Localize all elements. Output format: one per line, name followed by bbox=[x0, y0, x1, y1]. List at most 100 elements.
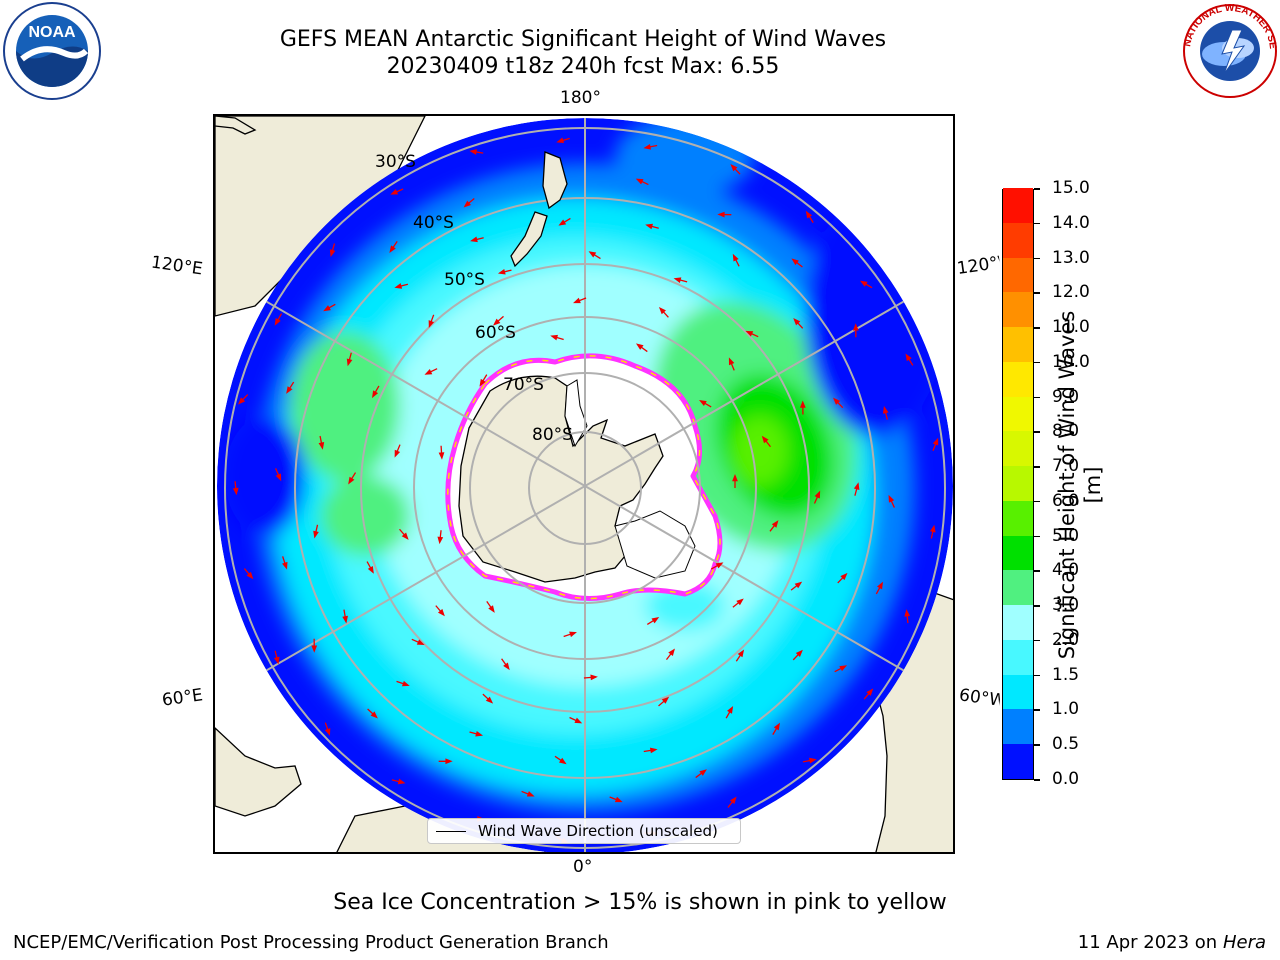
wave-arrow-head bbox=[794, 581, 803, 589]
wave-arrow-head bbox=[905, 353, 912, 362]
wave-arrow-head bbox=[394, 449, 401, 458]
colorbar-segment bbox=[1003, 361, 1033, 397]
lon-label-180: 180° bbox=[560, 88, 601, 108]
wave-arrow-head bbox=[852, 323, 859, 331]
wave-arrow-head bbox=[833, 397, 841, 405]
wave-arrow-head bbox=[390, 189, 399, 195]
colorbar-tick-mark bbox=[1034, 361, 1040, 364]
lat-label-80s: 80°S bbox=[532, 425, 573, 445]
wave-arrow-head bbox=[437, 536, 444, 545]
wave-arrow-head bbox=[493, 318, 501, 326]
colorbar-segment bbox=[1003, 465, 1033, 501]
wave-arrow-head bbox=[318, 442, 325, 450]
colorbar-tick-label: 9.0 bbox=[1052, 386, 1080, 407]
wave-arrow-head bbox=[573, 297, 581, 304]
wave-arrow-head bbox=[651, 617, 660, 624]
wave-arrow-head bbox=[745, 330, 754, 337]
wave-arrow-head bbox=[323, 305, 331, 312]
lon-label-0: 0° bbox=[573, 857, 593, 877]
wave-arrow-head bbox=[470, 236, 478, 243]
colorbar-tick-label: 1.0 bbox=[1052, 699, 1080, 720]
colorbar bbox=[1002, 187, 1034, 780]
wave-arrow-head bbox=[348, 476, 355, 485]
colorbar-tick-label: 10.0 bbox=[1052, 351, 1090, 372]
colorbar-segment bbox=[1003, 743, 1033, 779]
wave-arrow-head bbox=[729, 796, 737, 804]
colorbar-tick-mark bbox=[1034, 257, 1040, 260]
colorbar-segment bbox=[1003, 326, 1033, 362]
colorbar-tick-mark bbox=[1034, 744, 1040, 746]
colorbar-tick-mark bbox=[1034, 709, 1040, 711]
footer-date-text: 11 Apr 2023 on bbox=[1077, 932, 1223, 953]
nws-logo: NATIONAL WEATHER SERVICE bbox=[1176, 0, 1280, 100]
colorbar-segment bbox=[1003, 222, 1033, 258]
colorbar-tick-mark bbox=[1034, 500, 1040, 503]
wave-arrow-head bbox=[526, 791, 535, 797]
wave-arrow-head bbox=[372, 390, 379, 399]
wave-arrow-head bbox=[445, 758, 453, 765]
colorbar-tick-mark bbox=[1034, 431, 1040, 433]
colorbar-tick-label: 5.0 bbox=[1052, 525, 1080, 546]
wave-arrow-head bbox=[246, 571, 254, 580]
wave-arrow-head bbox=[793, 318, 801, 326]
wave-arrow-head bbox=[488, 605, 495, 613]
noaa-logo: NOAA bbox=[2, 1, 102, 101]
inner-land bbox=[510, 151, 568, 268]
wave-arrow-head bbox=[558, 219, 567, 226]
colorbar-tick-label: 0.5 bbox=[1052, 734, 1080, 755]
map-panel bbox=[213, 114, 955, 854]
lat-label-70s: 70°S bbox=[503, 375, 544, 395]
wave-arrow-head bbox=[370, 711, 378, 719]
wave-arrow-head bbox=[311, 645, 318, 653]
wave-arrow-head bbox=[614, 796, 623, 803]
sea-ice-note: Sea Ice Concentration > 15% is shown in … bbox=[333, 890, 947, 915]
wave-arrow-head bbox=[839, 665, 848, 672]
wave-arrow-head bbox=[401, 680, 410, 687]
wave-arrow-head bbox=[645, 223, 653, 230]
lon-label-120e: 120°E bbox=[149, 252, 204, 280]
wave-arrow-head bbox=[588, 251, 597, 258]
wave-arrow-head bbox=[658, 306, 666, 315]
wave-arrow-head bbox=[840, 572, 848, 581]
colorbar-tick-mark bbox=[1034, 396, 1040, 399]
colorbar-tick-label: 1.5 bbox=[1052, 664, 1080, 685]
lat-label-50s: 50°S bbox=[444, 270, 485, 290]
wave-arrow-head bbox=[888, 494, 895, 503]
wave-arrow-head bbox=[929, 524, 936, 533]
colorbar-segment bbox=[1003, 396, 1033, 432]
wave-arrow-head bbox=[590, 674, 598, 681]
wave-arrow-head bbox=[416, 639, 425, 645]
wave-arrow-head bbox=[932, 437, 939, 446]
wave-arrow-head bbox=[424, 369, 433, 375]
colorbar-segment bbox=[1003, 535, 1033, 571]
wave-arrow-head bbox=[699, 769, 707, 776]
wave-arrow-head bbox=[736, 598, 744, 606]
lon-label-60w: 60°W bbox=[957, 685, 1002, 711]
wave-arrow-head bbox=[649, 747, 658, 754]
wave-arrow-head bbox=[232, 487, 239, 496]
colorbar-tick-label: 7.0 bbox=[1052, 456, 1080, 477]
wave-arrow-head bbox=[313, 530, 319, 539]
colorbar-tick-mark bbox=[1034, 535, 1040, 538]
wave-arrow-head bbox=[814, 490, 821, 499]
wave-arrow-head bbox=[286, 386, 293, 394]
footer-host: Hera bbox=[1222, 932, 1266, 953]
wave-arrow-head bbox=[791, 258, 799, 266]
wave-arrow-head bbox=[717, 211, 725, 218]
colorbar-label: Significant Height of Wind Waves [m] bbox=[1055, 310, 1105, 660]
colorbar-tick-label: 12.0 bbox=[1052, 282, 1090, 303]
noaa-logo-text: NOAA bbox=[28, 24, 76, 41]
lat-label-30s: 30°S bbox=[375, 152, 416, 172]
wave-arrow-head bbox=[732, 474, 738, 482]
colorbar-tick-mark bbox=[1034, 605, 1040, 607]
wave-arrow-head bbox=[282, 561, 288, 570]
wave-arrow-head bbox=[550, 334, 559, 341]
wave-arrow-head bbox=[342, 615, 348, 624]
wave-arrow-head bbox=[558, 757, 567, 765]
footer-date: 11 Apr 2023 on Hera bbox=[1078, 932, 1266, 953]
colorbar-tick-mark bbox=[1034, 639, 1040, 642]
legend-label: Wind Wave Direction (unscaled) bbox=[478, 822, 718, 840]
wave-arrow-head bbox=[771, 520, 779, 528]
wave-arrow-head bbox=[497, 268, 506, 275]
colorbar-tick-label: 0.0 bbox=[1052, 769, 1080, 789]
